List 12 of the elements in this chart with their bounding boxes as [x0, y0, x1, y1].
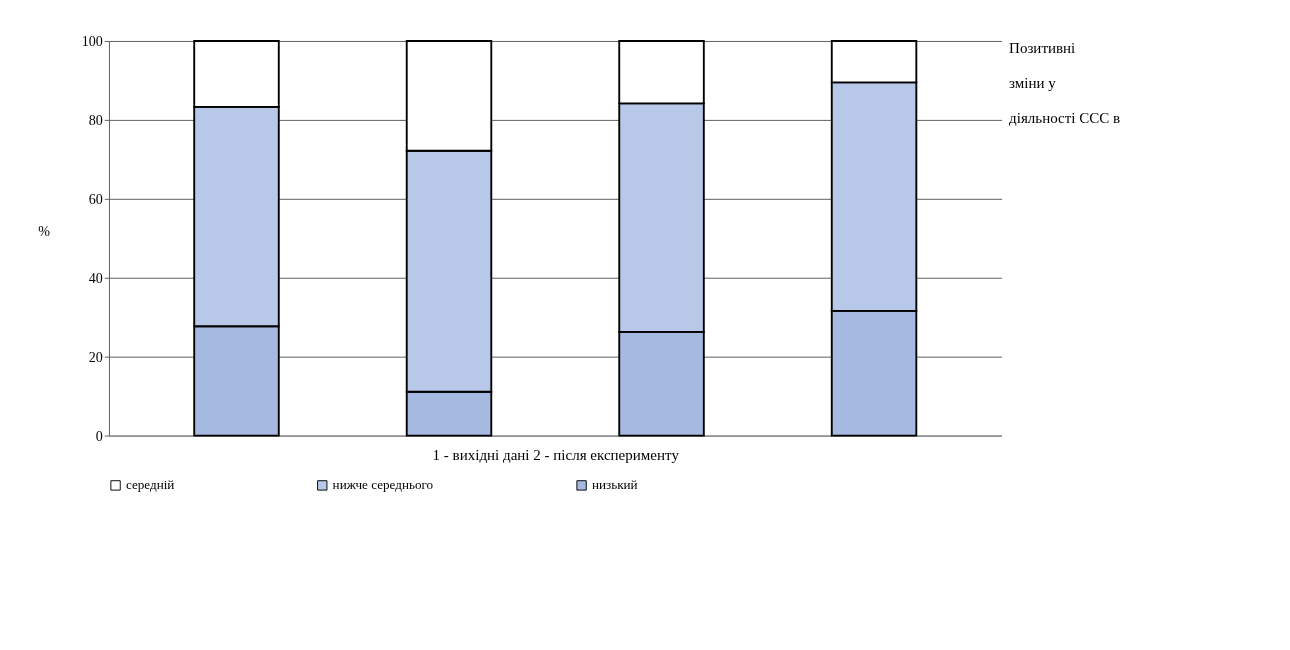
y-axis-title: % [38, 222, 51, 239]
legend-label: низький [591, 477, 638, 493]
y-tick-label: 60 [88, 191, 103, 208]
y-tick-label: 0 [95, 427, 103, 444]
x-axis-title: 1 - вихідні дані 2 - після експерименту [432, 446, 680, 463]
y-tick-label: 40 [88, 269, 103, 286]
legend-label: нижче середнього [332, 477, 434, 493]
y-tick-label: 80 [88, 112, 103, 129]
legend-label: середній [125, 477, 175, 493]
y-tick-label: 100 [81, 33, 103, 50]
text: Позитивні зміни у діяльності ССС в [1009, 40, 1121, 126]
y-tick-label: 20 [88, 348, 103, 365]
